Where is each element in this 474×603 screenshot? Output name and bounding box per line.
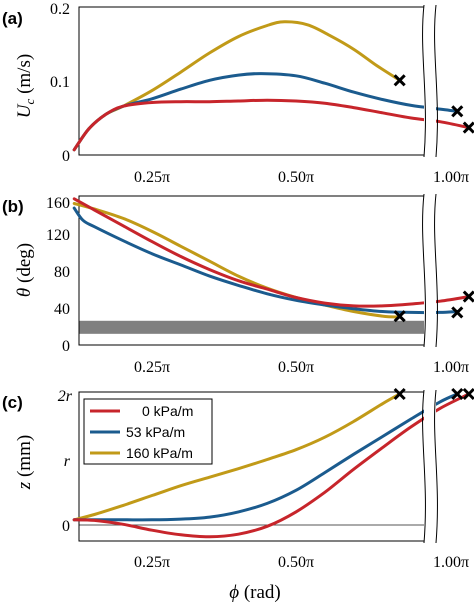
series-red-line [72,392,471,539]
axis-break-line-1-0 [422,193,426,348]
panel-a-label: (a) [2,9,23,28]
panel-a: (a) Uc (m/s) 0 0.1 0.2 0.25π 0.50π 1.00π [2,1,474,186]
panel-b-ytick-4: 160 [46,195,70,212]
panel-a-ylabel: Uc (m/s) [14,54,37,118]
panel-b-ytick-0: 0 [62,338,70,355]
axis-break-gap-2 [424,390,436,543]
series-blue-line [72,206,459,315]
end-marker-0 [462,121,474,134]
series-blue-line [72,392,459,522]
axis-break-line-0-0 [422,4,426,158]
axis-break-line-2-1 [434,389,438,544]
panel-b-band [79,320,431,334]
panel-b-series [72,197,471,319]
axis-break-line-1-1 [434,193,438,348]
end-marker-1 [451,105,464,118]
legend-label-0: 0 kPa/m [142,403,193,419]
legend: 0 kPa/m 53 kPa/m 160 kPa/m [83,398,213,465]
panel-b-xtick-1: 0.50π [278,359,314,376]
axis-break-line-2-0 [422,389,426,544]
series-red-line [72,98,471,152]
panel-c-ytick-0: 0 [62,518,70,535]
panel-b-xtick-0: 0.25π [134,359,170,376]
series-gold-line [72,202,402,319]
panel-a-xtick-2: 1.00π [433,169,469,186]
panel-a-ytick-0: 0 [62,148,70,165]
panel-c-xtick-1: 0.50π [278,554,314,571]
panel-b-markers [393,290,474,323]
axis-break-gap-0 [424,5,436,157]
panel-a-ytick-1: 0.1 [50,74,70,91]
panel-b-label: (b) [2,197,24,216]
panel-b: (b) θ (deg) 0 40 80 120 160 0.25π 0.50π … [2,195,474,376]
panel-a-ytick-2: 0.2 [50,1,70,18]
panel-a-series [72,20,471,152]
panel-c-series [72,392,471,539]
series-blue-line [72,72,459,152]
end-marker-1 [451,306,464,319]
panel-c: (c) z (mm) 0 r 2r 0 kPa/m 53 kPa/m 160 k… [2,387,474,603]
end-marker-0 [462,290,474,303]
panel-c-label: (c) [2,393,23,412]
series-gold-line [72,20,402,152]
end-marker-1 [451,387,464,401]
panel-b-xtick-2: 1.00π [433,359,469,376]
axis-break-gap-1 [424,194,436,347]
axis-break-line-0-1 [434,4,438,158]
panel-b-ytick-3: 120 [46,227,70,244]
panel-b-ylabel: θ (deg) [14,243,35,297]
panel-b-ytick-2: 80 [54,264,70,281]
panel-c-ytick-2: 2r [58,388,73,405]
panel-a-markers [393,74,474,134]
panel-c-xtick-0: 0.25π [134,554,170,571]
end-marker-2 [393,74,406,87]
panel-b-ytick-1: 40 [54,301,70,318]
panel-c-xtick-2: 1.00π [433,554,469,571]
series-red-line [72,197,471,308]
panel-a-xtick-0: 0.25π [134,169,170,186]
x-axis-label: ϕ (rad) [229,582,281,603]
series-gold-line [72,392,402,522]
panel-c-ylabel: z (mm) [14,435,35,490]
panel-c-ytick-1: r [64,453,71,470]
panel-c-markers [393,387,474,401]
axis-breaks [422,4,438,544]
end-marker-2 [462,387,474,401]
end-marker-0 [393,387,406,401]
end-marker-2 [393,310,406,323]
legend-label-1: 53 kPa/m [126,424,185,440]
legend-label-2: 160 kPa/m [126,445,193,461]
panel-a-xtick-1: 0.50π [278,169,314,186]
